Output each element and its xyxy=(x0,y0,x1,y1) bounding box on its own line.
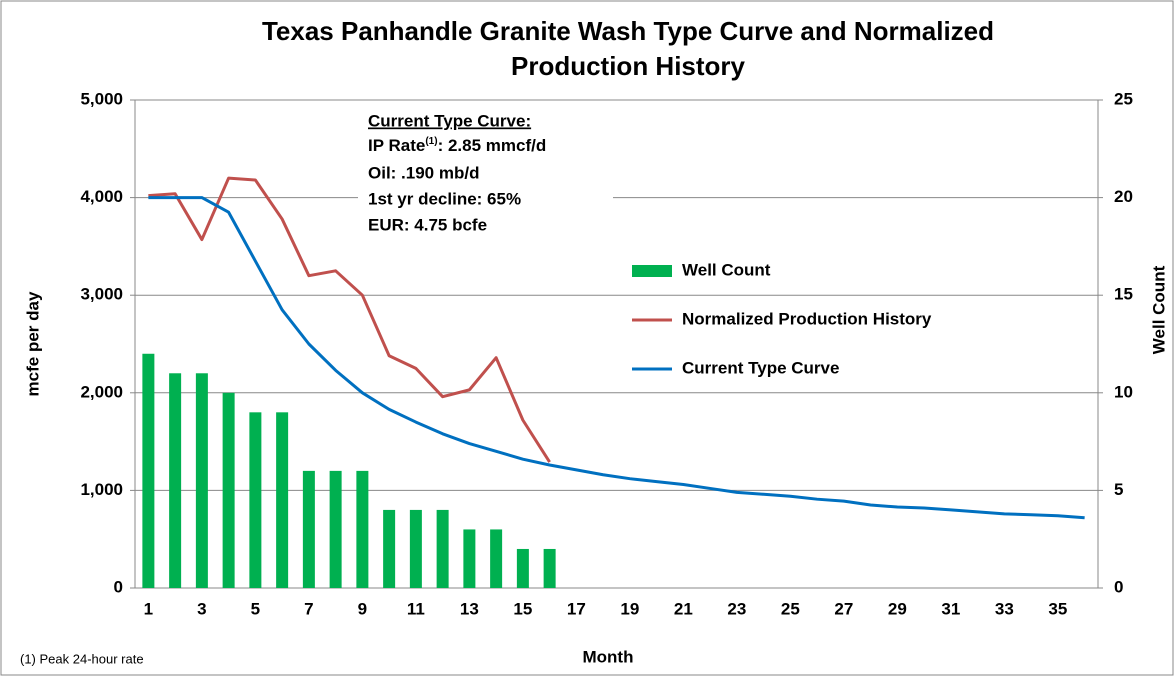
annotation-title: Current Type Curve: xyxy=(368,111,531,130)
x-axis-label: Month xyxy=(583,647,634,666)
chart-title: Production History xyxy=(511,51,746,81)
y2-tick-label: 15 xyxy=(1114,285,1133,304)
x-tick-label: 35 xyxy=(1048,599,1067,618)
legend-swatch xyxy=(632,265,672,277)
y-axis-label: mcfe per day xyxy=(23,291,42,396)
bar xyxy=(329,470,342,588)
bar xyxy=(436,509,449,588)
y-tick-label: 4,000 xyxy=(80,187,123,206)
bar xyxy=(490,529,503,588)
y2-tick-label: 25 xyxy=(1114,89,1133,108)
bar xyxy=(169,373,182,588)
annotation-superscript: (1) xyxy=(425,136,437,147)
y2-tick-label: 10 xyxy=(1114,382,1133,401)
y2-tick-label: 20 xyxy=(1114,187,1133,206)
x-tick-label: 11 xyxy=(407,599,425,618)
x-tick-label: 15 xyxy=(513,599,532,618)
annotation-text: IP Rate xyxy=(368,136,425,155)
x-tick-label: 19 xyxy=(620,599,639,618)
bar xyxy=(142,353,155,588)
annotation-line: EUR: 4.75 bcfe xyxy=(368,215,487,234)
x-tick-label: 33 xyxy=(995,599,1014,618)
line xyxy=(148,176,551,463)
bar xyxy=(249,412,262,588)
y2-tick-label: 0 xyxy=(1114,577,1123,596)
annotation-box xyxy=(358,108,613,240)
bar xyxy=(516,548,529,588)
y-tick-label: 5,000 xyxy=(80,89,123,108)
bar xyxy=(222,392,235,588)
bar xyxy=(463,529,476,588)
bar xyxy=(356,470,369,588)
x-tick-label: 7 xyxy=(304,599,313,618)
legend-label: Normalized Production History xyxy=(682,309,932,328)
annotation-line: Oil: .190 mb/d xyxy=(368,163,479,182)
footnote: (1) Peak 24-hour rate xyxy=(20,651,144,666)
annotation-line: IP Rate(1): 2.85 mmcf/d xyxy=(368,136,546,156)
x-tick-label: 29 xyxy=(888,599,907,618)
legend-label: Well Count xyxy=(682,260,771,279)
bar xyxy=(409,509,422,588)
x-tick-label: 23 xyxy=(727,599,746,618)
bar xyxy=(195,373,208,588)
y2-axis-label: Well Count xyxy=(1149,265,1168,354)
annotation-text: : 2.85 mmcf/d xyxy=(438,136,547,155)
x-tick-label: 21 xyxy=(674,599,693,618)
bar xyxy=(276,412,289,588)
bar xyxy=(543,548,556,588)
bar xyxy=(383,509,396,588)
y-tick-label: 0 xyxy=(114,577,123,596)
chart-title: Texas Panhandle Granite Wash Type Curve … xyxy=(262,16,994,46)
line xyxy=(148,196,1085,520)
x-tick-label: 17 xyxy=(567,599,586,618)
x-tick-label: 25 xyxy=(781,599,800,618)
x-tick-label: 27 xyxy=(834,599,853,618)
annotation-line: 1st yr decline: 65% xyxy=(368,189,521,208)
y-tick-label: 2,000 xyxy=(80,382,123,401)
x-tick-label: 5 xyxy=(251,599,260,618)
x-tick-label: 1 xyxy=(144,599,153,618)
x-tick-label: 31 xyxy=(941,599,960,618)
x-tick-label: 3 xyxy=(197,599,206,618)
y-tick-label: 1,000 xyxy=(80,480,123,499)
y2-tick-label: 5 xyxy=(1114,480,1123,499)
legend-label: Current Type Curve xyxy=(682,358,839,377)
x-tick-label: 9 xyxy=(358,599,367,618)
bar xyxy=(302,470,315,588)
y-tick-label: 3,000 xyxy=(80,285,123,304)
x-tick-label: 13 xyxy=(460,599,479,618)
